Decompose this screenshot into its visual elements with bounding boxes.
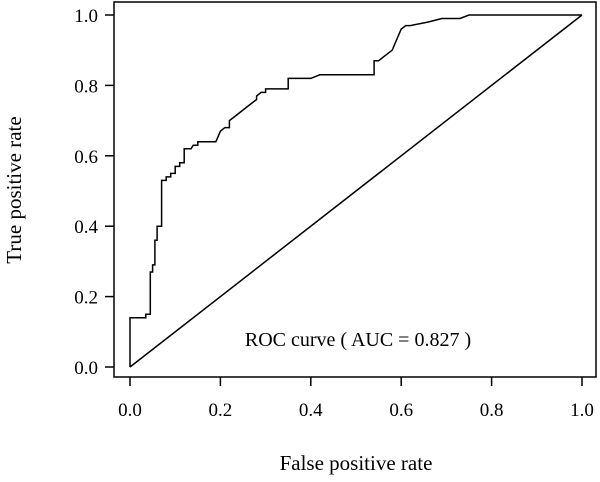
tick-group: 0.0 0.2 0.4 0.6 0.8 1.0 0.0 0.2 0.4 0.6 0.8 1.0 (74, 6, 594, 421)
y-tick-label: 0.0 (74, 358, 98, 379)
y-axis-title: True positive rate (2, 116, 26, 263)
x-tick-label: 0.0 (118, 400, 142, 421)
y-tick-label: 1.0 (74, 6, 98, 27)
y-tick-label: 0.6 (74, 147, 98, 168)
y-tick-label: 0.4 (74, 217, 98, 238)
x-tick-label: 0.8 (480, 400, 504, 421)
x-tick-label: 1.0 (570, 400, 594, 421)
diagonal-reference-line (129, 14, 583, 368)
y-tick-label: 0.2 (74, 288, 98, 309)
series-layer (129, 14, 583, 368)
roc-curve-line (129, 14, 582, 367)
x-tick-label: 0.4 (299, 400, 323, 421)
x-tick-label: 0.6 (389, 400, 413, 421)
annotation-auc: ROC curve ( AUC = 0.827 ) (245, 329, 471, 351)
plot-frame (113, 1, 597, 378)
x-axis-title: False positive rate (280, 451, 433, 475)
y-tick-label: 0.8 (74, 76, 98, 97)
x-tick-label: 0.2 (209, 400, 233, 421)
